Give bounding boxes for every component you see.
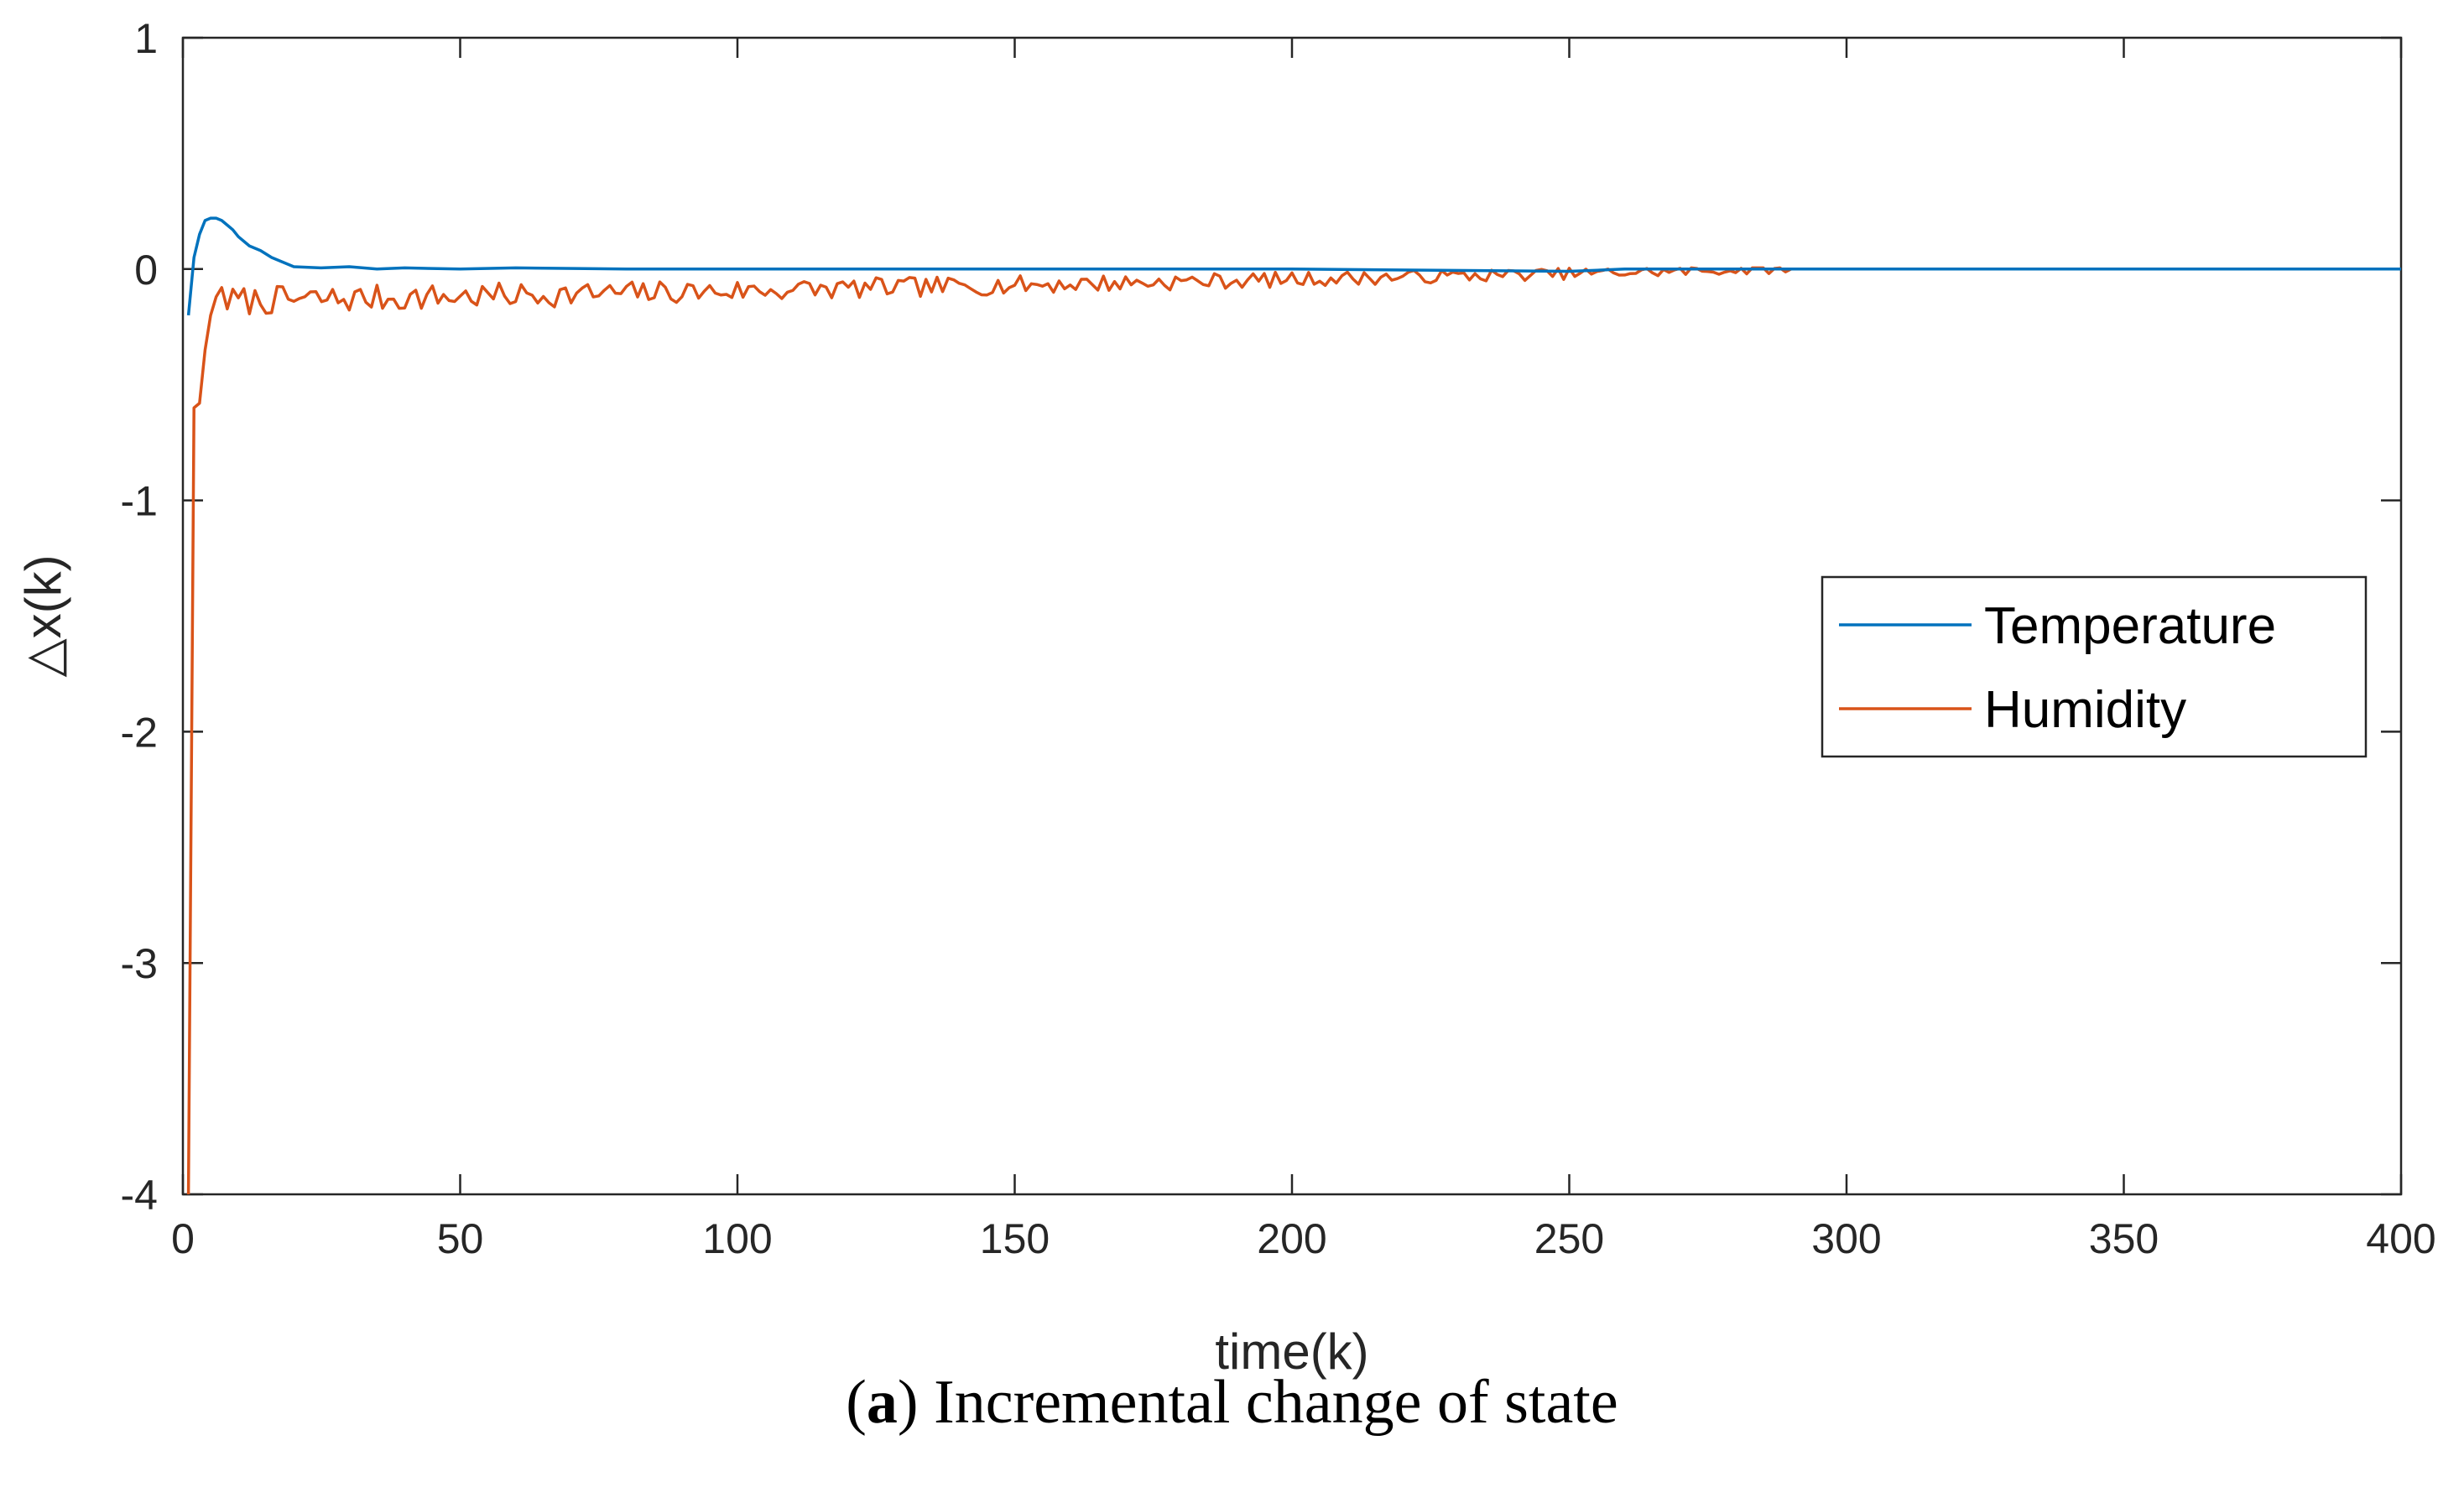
legend: Temperature Humidity	[1821, 575, 2368, 758]
x-tick-label: 0	[171, 1215, 195, 1262]
x-tick-label: 200	[1257, 1215, 1326, 1262]
legend-label: Temperature	[1984, 597, 2276, 655]
x-tick-label: 350	[2089, 1215, 2159, 1262]
legend-box	[1821, 575, 2368, 758]
series-lines	[186, 216, 2401, 1195]
caption-text: Incremental change of state	[918, 1368, 1618, 1437]
series-line-temperature	[186, 216, 2401, 316]
y-tick-label: 1	[134, 15, 158, 62]
x-tick-label: 250	[1534, 1215, 1604, 1262]
x-tick-label: 100	[702, 1215, 772, 1262]
y-tick-label: -1	[121, 478, 158, 525]
x-tick-label: 400	[2366, 1215, 2435, 1262]
x-axis-title: time(k)	[1215, 1323, 1368, 1380]
y-tick-label: -3	[121, 940, 158, 987]
y-axis-title: △x(k)	[15, 554, 71, 677]
y-tick-label: -4	[121, 1172, 158, 1219]
legend-label: Humidity	[1984, 681, 2186, 739]
caption-label: a	[866, 1368, 898, 1437]
figure-caption: (a) Incremental change of state	[846, 1368, 1618, 1437]
y-tick-label: 0	[134, 247, 158, 294]
x-tick-label: 300	[1811, 1215, 1881, 1262]
axis-ticks: 0 50 100 150 200 250 300 350 400 -4 -3 -2 -1 0 1	[121, 15, 2436, 1262]
x-tick-label: 150	[980, 1215, 1050, 1262]
x-tick-label: 50	[437, 1215, 484, 1262]
y-tick-label: -2	[121, 709, 158, 756]
